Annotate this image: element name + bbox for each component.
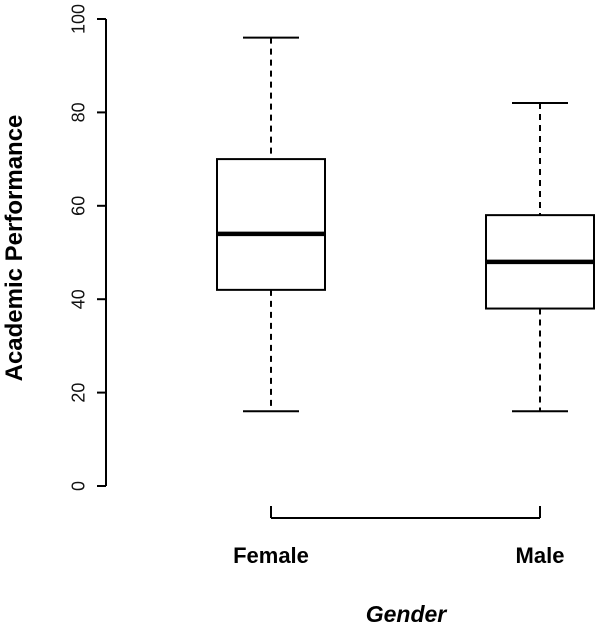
x-axis: Female Male	[233, 506, 564, 568]
boxes	[216, 36, 595, 413]
y-axis-title: Academic Performance	[1, 115, 28, 382]
box-female	[216, 36, 326, 413]
x-tick-label-female: Female	[233, 543, 309, 568]
y-tick-label-100: 100	[68, 4, 88, 34]
box-male	[485, 102, 595, 413]
y-tick-label-0: 0	[68, 481, 88, 491]
iqr-box-female	[216, 158, 326, 291]
y-tick-label-20: 20	[68, 383, 88, 403]
y-tick-label-60: 60	[68, 196, 88, 216]
y-tick-label-40: 40	[68, 289, 88, 309]
y-axis: 0 20 40 60 80 100	[68, 4, 107, 491]
x-tick-label-male: Male	[516, 543, 565, 568]
x-axis-title: Gender	[366, 601, 448, 627]
y-tick-label-80: 80	[68, 102, 88, 122]
